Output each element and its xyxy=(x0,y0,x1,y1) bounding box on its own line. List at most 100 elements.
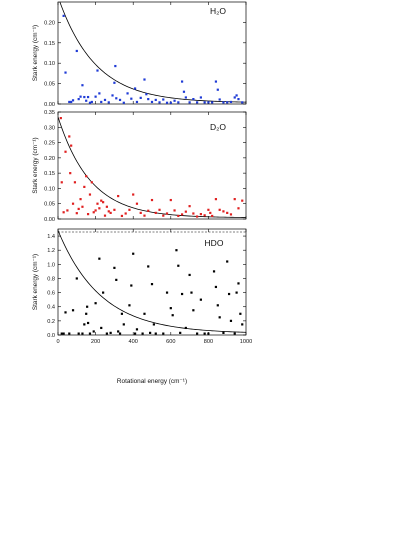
data-point xyxy=(68,332,71,335)
data-point xyxy=(120,214,124,218)
y-tick-label: 0.05 xyxy=(44,82,55,88)
data-point xyxy=(233,198,236,201)
data-point xyxy=(71,99,75,102)
data-point xyxy=(118,332,122,335)
data-point xyxy=(143,214,146,217)
data-point xyxy=(180,213,184,216)
fit-curve xyxy=(59,2,246,103)
x-tick-label: 0 xyxy=(56,339,59,345)
data-point xyxy=(188,205,191,208)
data-point xyxy=(169,198,172,202)
data-point xyxy=(241,323,244,326)
data-point xyxy=(113,81,116,84)
data-point xyxy=(130,284,133,287)
data-point xyxy=(100,199,103,202)
data-point xyxy=(241,101,244,104)
data-point xyxy=(83,323,86,326)
y-tick-label: 0.00 xyxy=(44,102,55,108)
data-point xyxy=(214,285,218,289)
data-point xyxy=(92,330,95,333)
data-point xyxy=(143,312,146,315)
data-point xyxy=(90,181,93,184)
data-point xyxy=(229,319,233,322)
y-tick-label: 0.30 xyxy=(44,125,55,131)
plot-frame xyxy=(57,228,247,336)
data-point xyxy=(203,214,206,217)
data-point xyxy=(177,214,180,218)
data-point xyxy=(169,101,172,104)
data-point xyxy=(130,97,133,100)
y-tick-label: 0.4 xyxy=(47,305,55,311)
y-tick-label: 1.4 xyxy=(47,234,55,240)
data-point xyxy=(184,96,187,99)
data-point xyxy=(94,209,97,212)
data-point xyxy=(154,98,157,102)
data-point xyxy=(229,213,233,216)
data-point xyxy=(85,99,88,102)
data-point xyxy=(62,332,65,335)
data-point xyxy=(241,199,244,202)
panel-label: H₂O xyxy=(210,6,226,16)
x-axis-title: Rotational energy (cm⁻¹) xyxy=(117,378,187,385)
data-point xyxy=(92,211,95,214)
data-point xyxy=(120,312,124,315)
x-tick-label: 200 xyxy=(91,339,100,345)
data-point xyxy=(162,332,165,335)
data-point xyxy=(184,326,187,330)
data-point xyxy=(94,95,97,98)
data-point xyxy=(169,307,172,310)
data-point xyxy=(237,207,240,210)
data-point xyxy=(90,100,93,104)
data-point xyxy=(86,213,90,216)
data-point xyxy=(149,331,152,334)
y-tick-label: 0.6 xyxy=(47,291,55,297)
data-point xyxy=(98,207,101,210)
y-axis-title: Stark energy (cm⁻¹) xyxy=(32,254,39,310)
data-point xyxy=(88,193,92,196)
y-tick-label: 0.35 xyxy=(44,110,55,116)
data-point xyxy=(94,302,97,305)
data-point xyxy=(105,332,108,335)
data-point xyxy=(177,264,180,267)
data-point xyxy=(62,211,65,214)
data-point xyxy=(77,98,80,101)
x-tick-label: 800 xyxy=(204,339,213,345)
data-point xyxy=(117,194,120,198)
data-point xyxy=(150,100,154,104)
fit-curve xyxy=(58,116,246,218)
y-tick-label: 0.10 xyxy=(44,186,55,192)
data-point xyxy=(83,95,86,99)
data-point xyxy=(83,185,86,188)
data-point xyxy=(199,96,202,99)
data-point xyxy=(60,181,63,184)
data-point xyxy=(69,172,72,175)
data-point xyxy=(147,265,150,268)
data-point xyxy=(103,98,107,102)
data-point xyxy=(107,210,110,213)
chart-panel-1: 0.00 0.05 0.10 0.15 0.20 Stark energy (cm⁻¹) H… xyxy=(32,1,247,108)
x-tick-label: 600 xyxy=(166,339,175,345)
data-point xyxy=(113,266,116,269)
data-point xyxy=(196,332,199,335)
data-point xyxy=(184,210,187,213)
plot-frame xyxy=(57,111,247,220)
data-point xyxy=(98,257,101,260)
data-point xyxy=(199,298,202,301)
data-point xyxy=(68,135,71,138)
y-tick-label: 0.10 xyxy=(44,61,55,67)
data-point xyxy=(75,277,78,280)
data-point xyxy=(216,88,219,91)
data-point xyxy=(222,210,225,213)
y-tick-label: 0.00 xyxy=(44,217,55,223)
data-point xyxy=(158,101,161,104)
data-point xyxy=(212,270,216,273)
data-point xyxy=(218,98,221,101)
data-point xyxy=(88,101,92,104)
data-point xyxy=(216,304,219,307)
y-axis-title: Stark energy (cm⁻¹) xyxy=(32,137,39,193)
data-point xyxy=(177,101,180,104)
data-point xyxy=(165,101,169,104)
data-point xyxy=(109,331,112,334)
data-point xyxy=(77,207,80,211)
